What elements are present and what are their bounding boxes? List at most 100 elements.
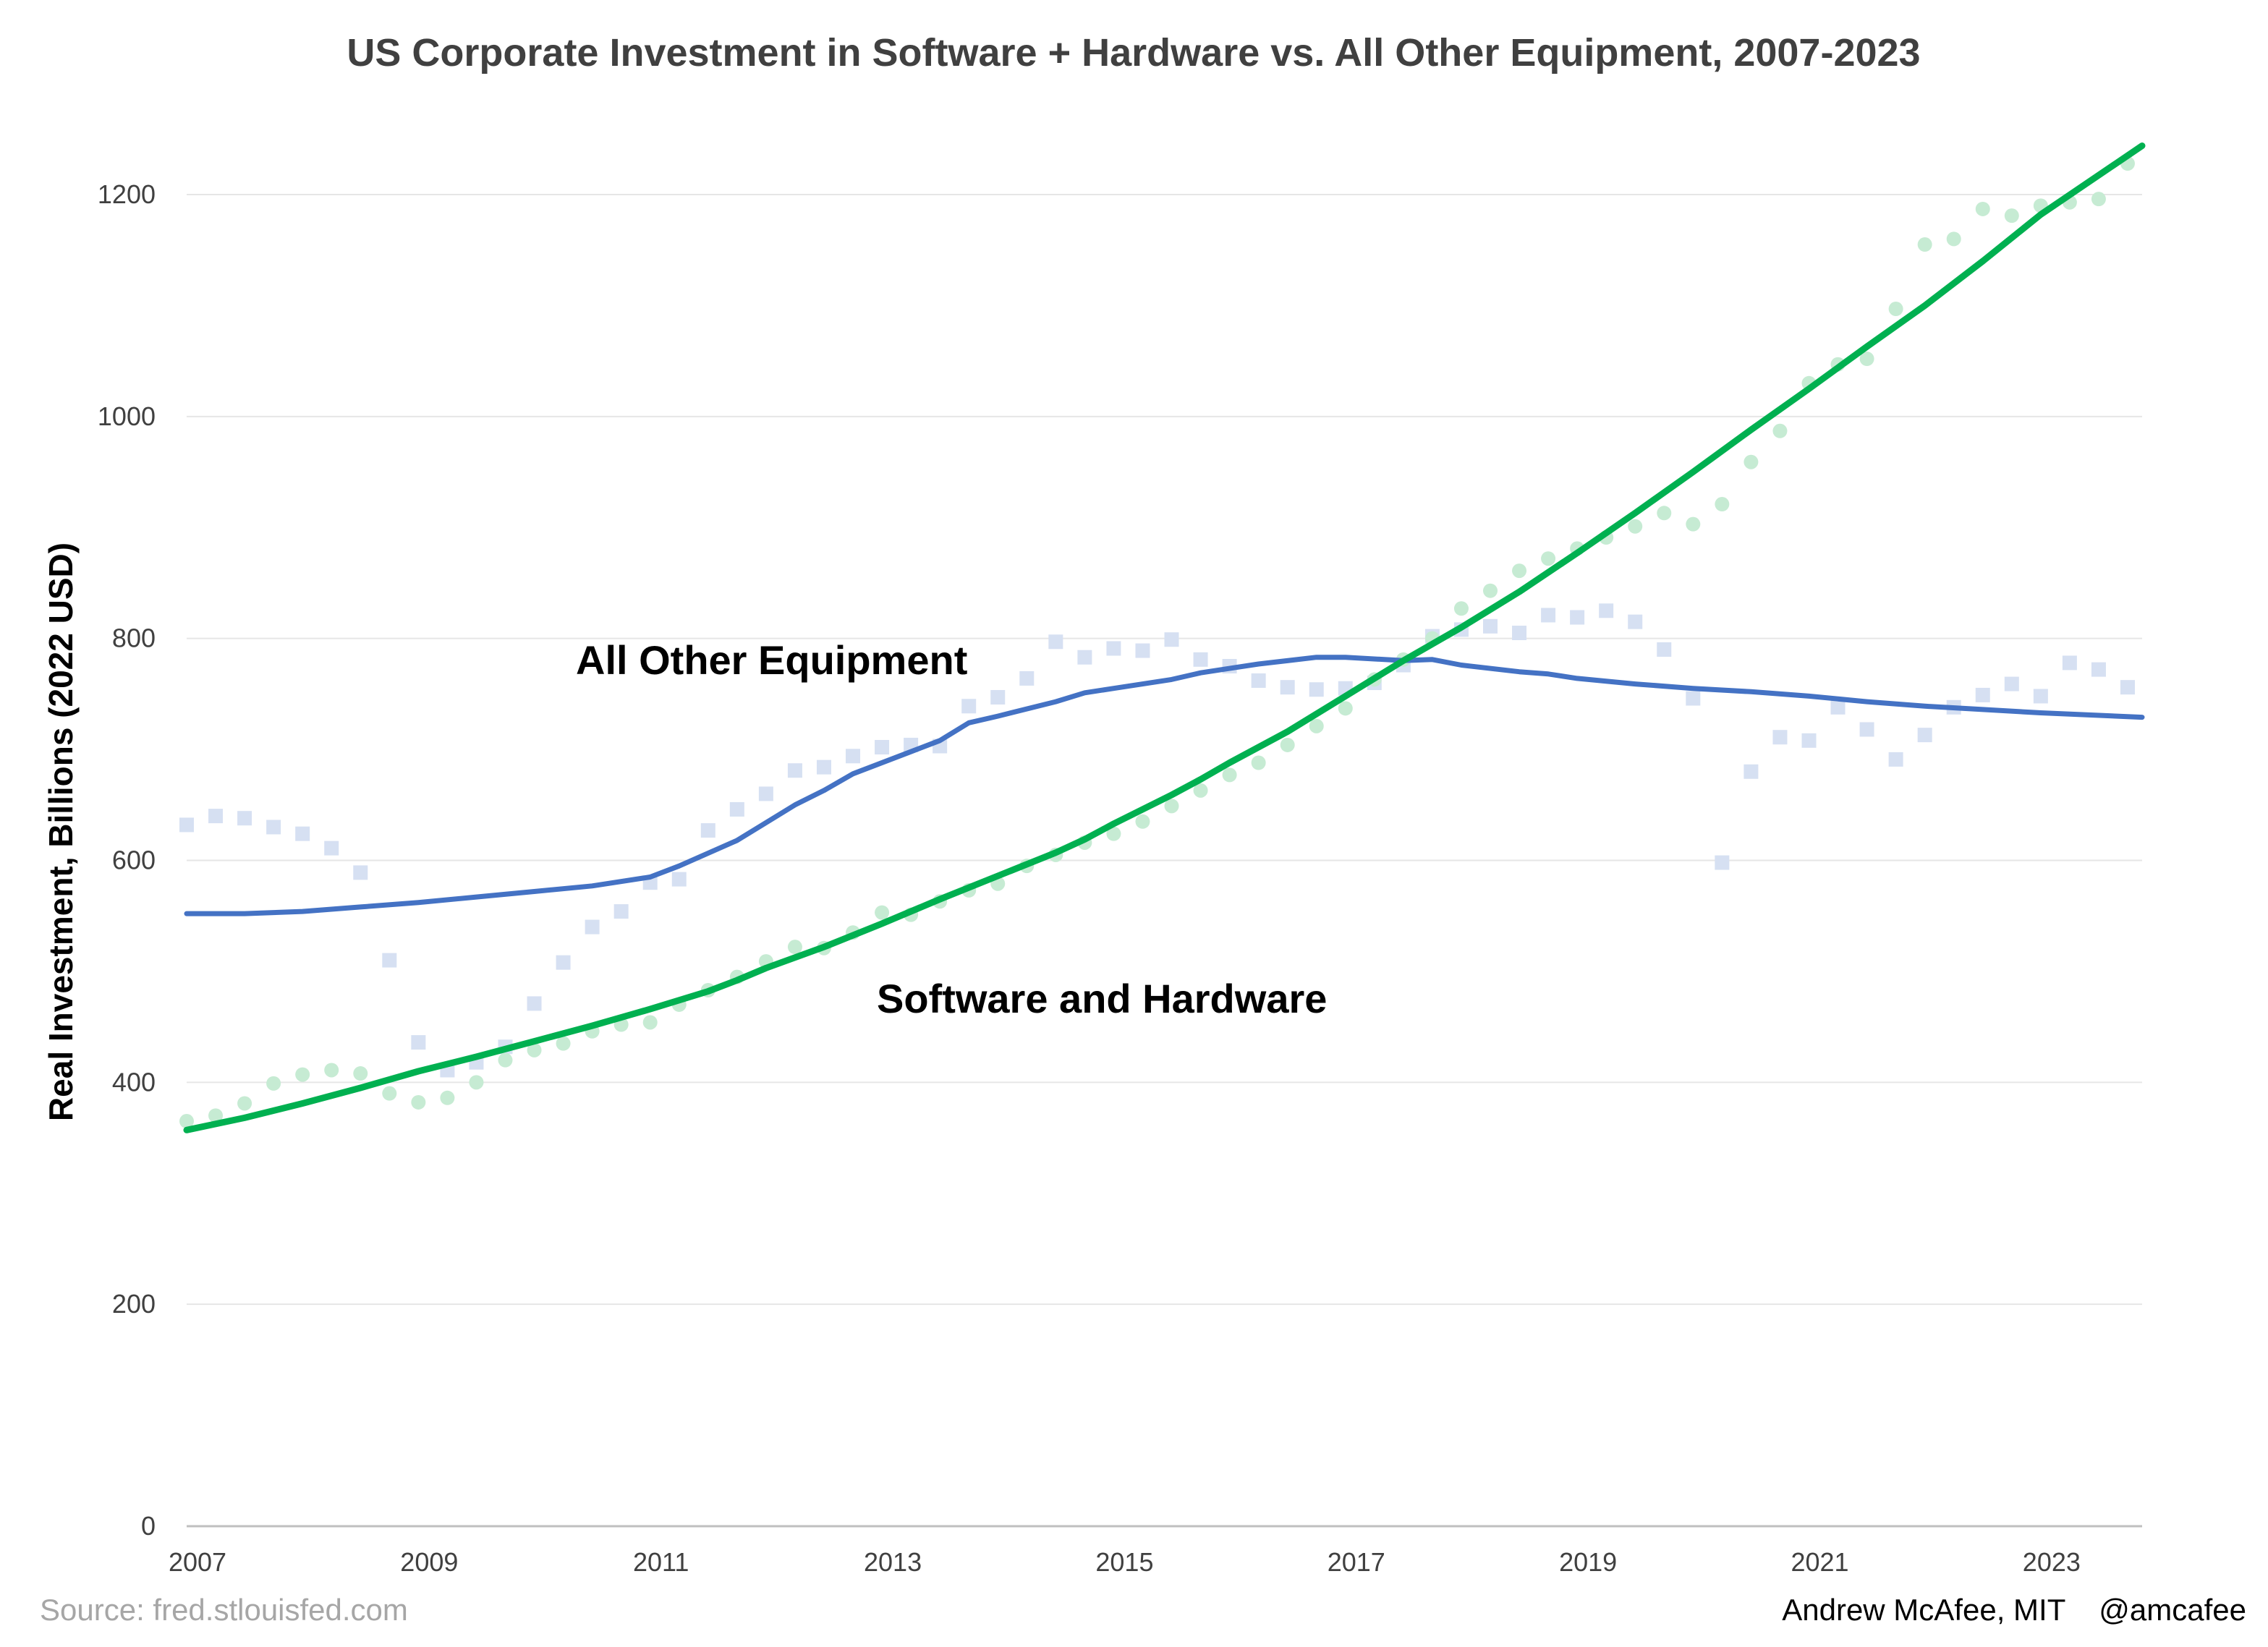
data-point	[353, 1066, 368, 1081]
data-point	[671, 872, 687, 887]
data-point	[1599, 603, 1614, 618]
data-point	[729, 801, 744, 817]
data-point	[1164, 799, 1179, 814]
data-point	[324, 840, 339, 856]
data-point	[324, 1063, 339, 1078]
data-point	[266, 1076, 281, 1091]
x-tick-label: 2023	[2023, 1547, 2081, 1577]
y-tick-label: 800	[112, 624, 156, 653]
data-point	[787, 940, 802, 955]
data-point	[758, 786, 773, 801]
data-point	[469, 1075, 484, 1090]
data-point	[382, 1086, 397, 1101]
data-point	[2091, 662, 2106, 677]
data-point	[1830, 699, 1846, 715]
data-point	[1541, 551, 1556, 566]
data-point	[2004, 676, 2019, 691]
data-point	[585, 919, 600, 935]
data-point	[1657, 506, 1672, 521]
data-point	[1280, 737, 1295, 752]
x-tick-label: 2013	[864, 1547, 922, 1577]
data-point	[875, 740, 890, 755]
data-point	[1106, 826, 1121, 841]
data-point	[440, 1090, 455, 1105]
y-tick-label: 0	[141, 1511, 156, 1541]
data-point	[816, 759, 831, 775]
data-point	[1628, 614, 1643, 629]
data-point	[1309, 718, 1324, 733]
data-point	[1570, 610, 1585, 625]
data-point	[1917, 728, 1932, 743]
data-point	[1019, 671, 1035, 686]
data-point	[1048, 634, 1063, 650]
data-point	[1483, 618, 1498, 634]
y-axis-label: Real Investment, Billions (2022 USD)	[42, 542, 80, 1121]
data-point	[1512, 625, 1527, 640]
data-point	[1251, 755, 1266, 770]
data-point	[2004, 208, 2019, 224]
data-point	[1715, 855, 1730, 870]
data-point	[642, 1015, 658, 1030]
data-point	[411, 1035, 426, 1050]
data-point	[1686, 691, 1701, 706]
data-point	[556, 1036, 571, 1051]
data-point	[295, 826, 310, 841]
data-point	[1657, 642, 1672, 657]
data-point	[2120, 680, 2135, 695]
x-tick-label: 2011	[633, 1547, 689, 1577]
x-tick-label: 2021	[1791, 1547, 1848, 1577]
data-point	[1888, 302, 1903, 317]
data-point	[1453, 601, 1469, 616]
data-point	[1975, 687, 1990, 702]
x-axis-ticks: 2007 2009 2011 2013 2015 2017 2019 2021 2023	[169, 1547, 2081, 1577]
chart-title: US Corporate Investment in Software + Ha…	[347, 31, 1920, 75]
data-point	[2033, 689, 2048, 704]
data-point	[700, 823, 715, 838]
data-point	[295, 1067, 310, 1082]
data-point	[1135, 814, 1150, 829]
data-point	[1251, 673, 1266, 688]
data-points	[179, 156, 2135, 1129]
data-point	[2091, 192, 2106, 207]
x-tick-label: 2009	[400, 1547, 458, 1577]
author-credit: Andrew McAfee, MIT @amcafee	[1782, 1593, 2246, 1627]
data-point	[1772, 423, 1788, 438]
data-point	[1193, 652, 1208, 667]
data-point	[1744, 764, 1759, 779]
data-point	[266, 820, 281, 835]
data-point	[1512, 563, 1527, 579]
data-point	[527, 1042, 542, 1057]
data-point	[237, 811, 252, 826]
data-point	[1280, 680, 1295, 695]
gridlines	[187, 194, 2142, 1306]
data-point	[1106, 641, 1121, 656]
data-point	[1772, 730, 1788, 745]
x-tick-label: 2015	[1095, 1547, 1153, 1577]
data-point	[1164, 632, 1179, 647]
y-tick-label: 1200	[98, 179, 156, 209]
data-point	[1193, 783, 1208, 798]
data-point	[527, 996, 542, 1011]
label-all-other-equipment: All Other Equipment	[576, 637, 967, 683]
x-tick-label: 2007	[169, 1547, 226, 1577]
data-point	[2062, 655, 2077, 671]
data-point	[556, 955, 571, 970]
data-point	[846, 749, 861, 764]
data-point	[1917, 237, 1932, 252]
data-point	[1801, 733, 1817, 748]
data-point	[1135, 643, 1150, 658]
data-point	[1946, 231, 1961, 247]
data-point	[1628, 519, 1643, 534]
data-point	[875, 905, 890, 920]
y-tick-label: 600	[112, 846, 156, 875]
data-point	[1077, 650, 1092, 665]
data-point	[237, 1096, 252, 1111]
data-point	[1309, 682, 1324, 697]
data-point	[498, 1052, 513, 1068]
label-software-and-hardware: Software and Hardware	[877, 976, 1327, 1021]
y-axis-ticks: 0 200 400 600 800 1000 1200	[98, 179, 156, 1541]
data-point	[961, 699, 977, 714]
data-point	[1222, 767, 1237, 783]
data-point	[179, 1114, 194, 1129]
